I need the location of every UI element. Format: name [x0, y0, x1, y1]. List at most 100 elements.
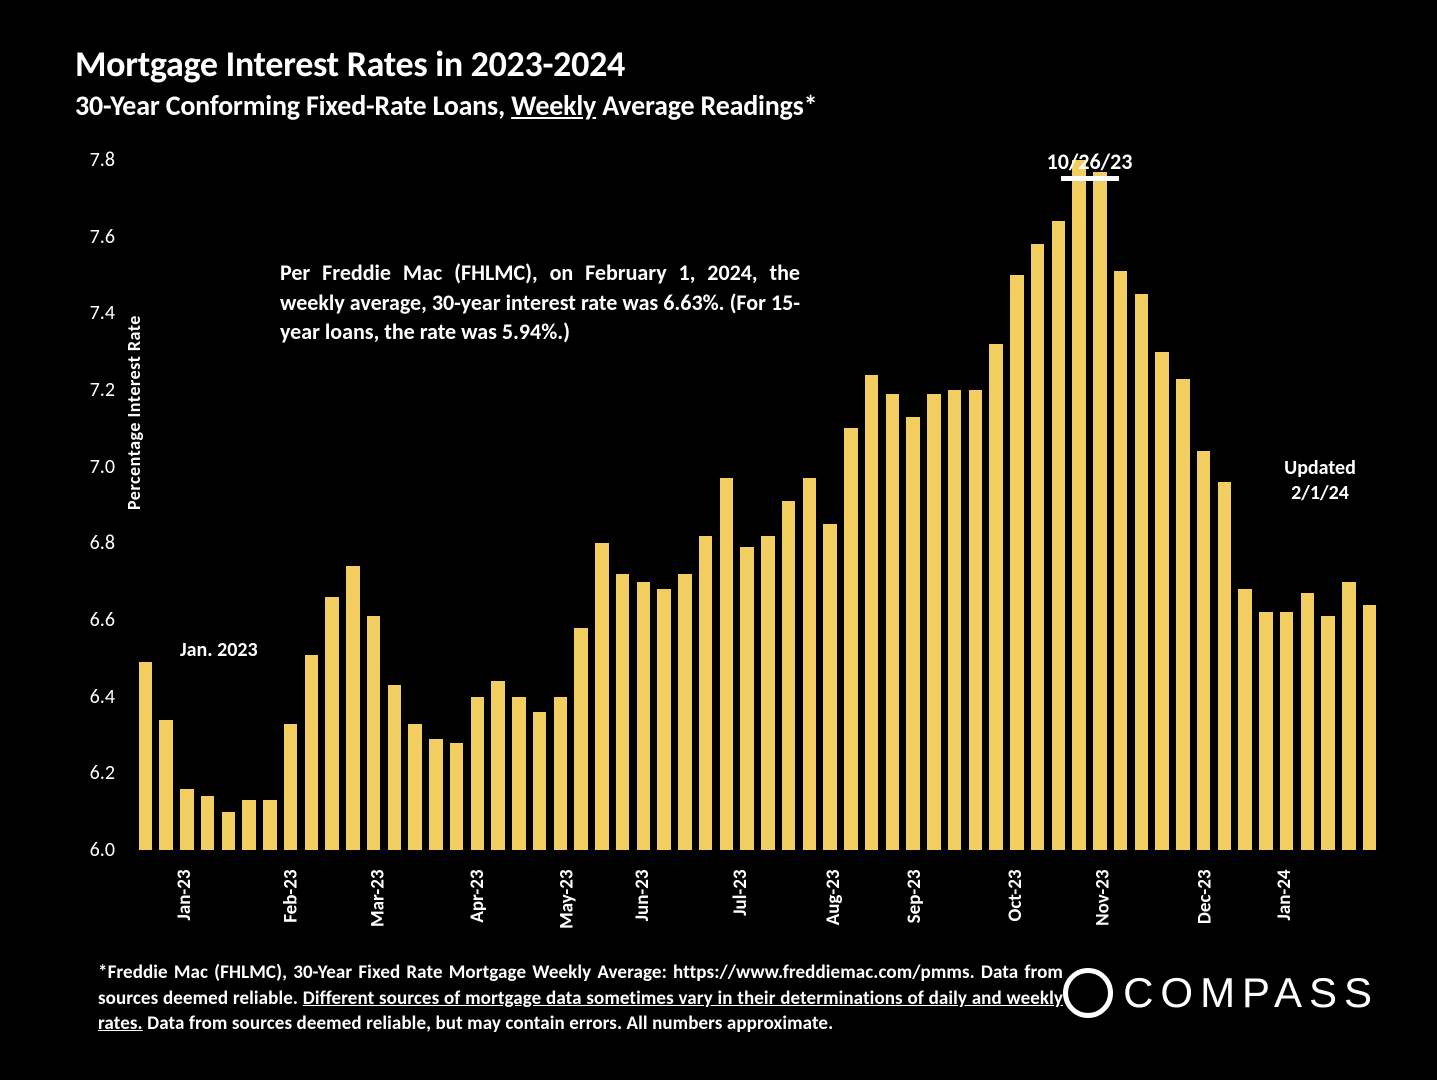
bar	[429, 739, 442, 850]
y-tick-label: 6.6	[65, 608, 115, 632]
bar	[408, 724, 421, 851]
bar	[616, 574, 629, 850]
annotation-updated: Updated2/1/24	[1265, 456, 1375, 506]
bar	[305, 655, 318, 851]
bar	[699, 536, 712, 850]
annotation-jan-2023: Jan. 2023	[180, 638, 258, 662]
bar-slot	[944, 160, 965, 850]
bar	[969, 390, 982, 850]
bar	[471, 697, 484, 850]
bar-slot	[239, 160, 260, 850]
bar	[139, 662, 152, 850]
bar	[740, 547, 753, 850]
bar	[491, 681, 504, 850]
bar	[346, 566, 359, 850]
x-tick-label: Dec-23	[1194, 870, 1217, 925]
bar	[865, 375, 878, 850]
bar	[325, 597, 338, 850]
bar-slot	[156, 160, 177, 850]
bar	[388, 685, 401, 850]
bar	[886, 394, 899, 850]
bar-slot	[218, 160, 239, 850]
bar-slot	[820, 160, 841, 850]
y-tick-label: 6.0	[65, 838, 115, 862]
bar	[823, 524, 836, 850]
x-tick-label: Nov-23	[1092, 870, 1115, 926]
x-tick-label: Aug-23	[821, 870, 844, 926]
x-tick-label: Sep-23	[902, 870, 925, 924]
chart-subtitle: 30-Year Conforming Fixed-Rate Loans, Wee…	[75, 88, 817, 123]
bar	[1218, 482, 1231, 850]
chart-note: Per Freddie Mac (FHLMC), on February 1, …	[280, 258, 800, 347]
bar	[678, 574, 691, 850]
y-tick-label: 7.4	[65, 301, 115, 325]
bar	[927, 394, 940, 850]
bar	[1031, 244, 1044, 850]
bar	[637, 582, 650, 850]
x-tick-label: May-23	[555, 870, 578, 929]
bar	[720, 478, 733, 850]
y-tick-label: 7.8	[65, 148, 115, 172]
bar	[1321, 616, 1334, 850]
bar	[906, 417, 919, 850]
brand-text: COMPASS	[1123, 969, 1379, 1017]
bar-slot	[903, 160, 924, 850]
y-tick-label: 6.4	[65, 685, 115, 709]
compass-ring-icon	[1063, 968, 1113, 1018]
bar-slot	[1069, 160, 1090, 850]
bar-slot	[177, 160, 198, 850]
bar-slot	[197, 160, 218, 850]
bar	[180, 789, 193, 850]
y-tick-label: 6.2	[65, 761, 115, 785]
bar	[159, 720, 172, 850]
bar	[1093, 172, 1106, 851]
annotation-updated-date: 2/1/24	[1265, 481, 1375, 506]
y-tick-label: 7.6	[65, 225, 115, 249]
annotation-peak-underline	[1061, 176, 1119, 181]
bar-slot	[861, 160, 882, 850]
subtitle-before: 30-Year Conforming Fixed-Rate Loans,	[75, 88, 511, 123]
bar-slot	[1007, 160, 1028, 850]
bar	[989, 344, 1002, 850]
bar	[1238, 589, 1251, 850]
annotation-updated-label: Updated	[1265, 456, 1375, 481]
bar	[512, 697, 525, 850]
footnote-part2: Data from sources deemed reliable, but m…	[143, 1012, 834, 1035]
bar	[284, 724, 297, 851]
bar-slot	[986, 160, 1007, 850]
bar-slot	[1090, 160, 1111, 850]
bar	[595, 543, 608, 850]
x-tick-label: Jun-23	[631, 870, 654, 922]
annotation-peak-date: 10/26/23	[1030, 148, 1150, 175]
bar	[761, 536, 774, 850]
bar	[554, 697, 567, 850]
bar	[242, 800, 255, 850]
bar-slot	[1152, 160, 1173, 850]
bar-slot	[1131, 160, 1152, 850]
bar-slot	[1048, 160, 1069, 850]
bar-slot	[965, 160, 986, 850]
chart-title: Mortgage Interest Rates in 2023-2024	[75, 42, 817, 86]
bar	[201, 796, 214, 850]
x-tick-label: Mar-23	[367, 870, 390, 927]
y-tick-label: 7.2	[65, 378, 115, 402]
bar	[1363, 605, 1376, 850]
bar-slot	[924, 160, 945, 850]
bar	[1342, 582, 1355, 850]
bar-slot	[882, 160, 903, 850]
bar	[533, 712, 546, 850]
bar	[263, 800, 276, 850]
x-tick-label: Apr-23	[466, 870, 489, 923]
x-tick-label: Oct-23	[1004, 870, 1027, 922]
bar	[1010, 275, 1023, 850]
bar-slot	[841, 160, 862, 850]
bar-slot	[1193, 160, 1214, 850]
bar-slot	[1110, 160, 1131, 850]
bar	[574, 628, 587, 850]
bar	[1155, 352, 1168, 850]
bar	[782, 501, 795, 850]
y-tick-label: 6.8	[65, 531, 115, 555]
bar	[1259, 612, 1272, 850]
bar	[367, 616, 380, 850]
bar	[844, 428, 857, 850]
